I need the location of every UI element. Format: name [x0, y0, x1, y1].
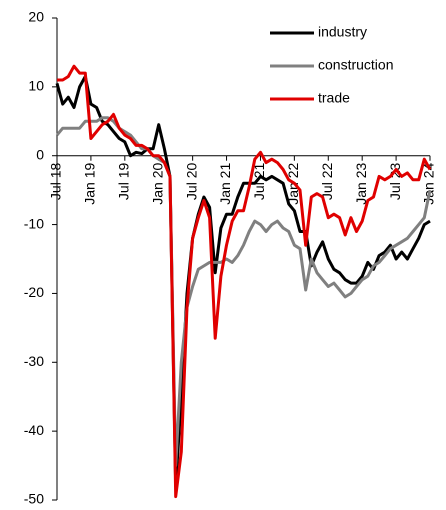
y-tick-label: -10 [24, 215, 44, 231]
legend-label: construction [318, 57, 393, 73]
y-tick-label: -30 [24, 353, 44, 369]
x-tick-label: Jan 19 [82, 163, 98, 205]
x-tick-label: Jul 20 [183, 163, 199, 201]
line-series [55, 75, 431, 488]
x-tick-label: Jul 21 [251, 163, 267, 201]
y-tick-label: 0 [36, 146, 44, 162]
y-tick-label: 10 [28, 78, 44, 94]
x-tick-label: Jan 20 [149, 163, 165, 205]
x-tick-label: Jul 22 [319, 163, 335, 201]
x-tick-label: Jul 18 [48, 163, 64, 201]
x-tick-label: Jul 19 [116, 163, 132, 201]
x-tick-label: Jul 23 [387, 163, 403, 201]
line-series [57, 64, 432, 499]
y-tick-label: -50 [24, 491, 44, 507]
x-tick-label: Jan 24 [421, 163, 437, 205]
x-tick-label: Jan 23 [353, 163, 369, 205]
y-tick-label: -20 [24, 284, 44, 300]
legend-label: industry [318, 24, 367, 40]
legend-label: trade [318, 90, 350, 106]
x-tick-label: Jan 21 [217, 163, 233, 205]
y-tick-label: -40 [24, 422, 44, 438]
y-tick-label: 20 [28, 9, 44, 25]
line-series [55, 116, 432, 468]
